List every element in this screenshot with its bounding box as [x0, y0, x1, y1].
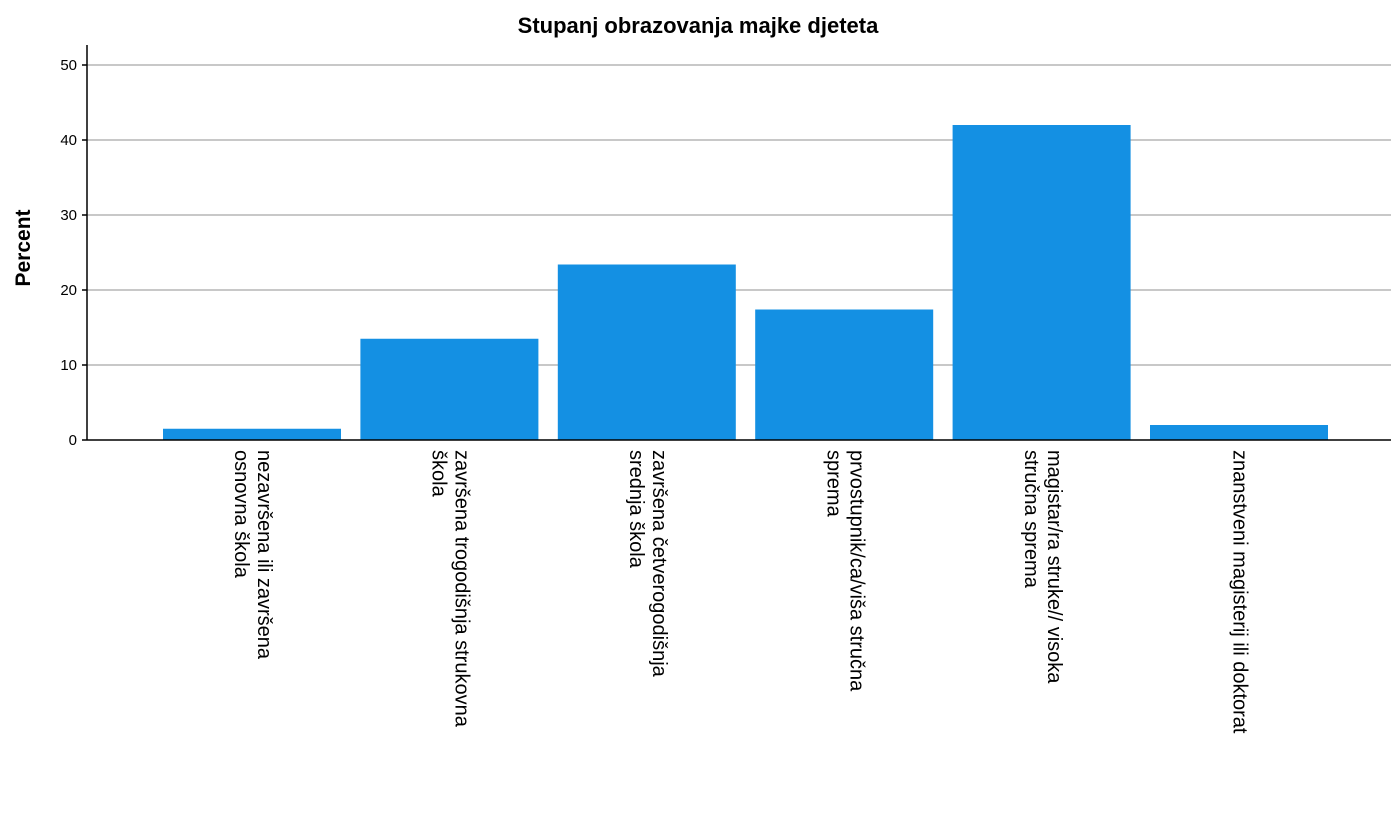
- bar: [952, 125, 1131, 440]
- bar: [163, 428, 341, 440]
- x-tick-label: srednja škola: [625, 450, 647, 569]
- bar: [360, 338, 539, 440]
- x-tick-label: škola: [428, 450, 450, 498]
- y-axis-label: Percent: [12, 209, 35, 286]
- x-tick-label: prvostupnik/ca/viša stručna: [845, 450, 867, 692]
- x-tick-label: magistar/ra struke// visoka: [1043, 450, 1065, 684]
- x-tick-label: završena četverogodišnja: [648, 450, 670, 678]
- y-tick-label: 20: [60, 282, 77, 299]
- x-tick-label: završena trogodišnja strukovna: [451, 450, 473, 728]
- y-tick-label: 40: [60, 132, 77, 149]
- x-tick-label: stručna sprema: [1020, 450, 1042, 589]
- gridlines: [87, 64, 1391, 366]
- y-tick-label: 10: [60, 357, 77, 374]
- x-tick-label: znanstveni magisterij ili doktorat: [1229, 450, 1251, 734]
- bar: [557, 264, 736, 440]
- x-tick-label: osnovna škola: [230, 450, 252, 579]
- bars: [163, 125, 1328, 440]
- y-axis-ticks: 0 10 20 30 40 50: [60, 57, 87, 449]
- chart-title: Stupanj obrazovanja majke djeteta: [518, 13, 879, 38]
- bar: [1150, 425, 1328, 440]
- y-tick-label: 30: [60, 207, 77, 224]
- y-tick-label: 0: [69, 432, 77, 449]
- x-tick-label: sprema: [822, 450, 844, 518]
- y-tick-label: 50: [60, 57, 77, 74]
- bar: [755, 309, 934, 440]
- x-tick-label: nezavršena ili završena: [253, 450, 275, 660]
